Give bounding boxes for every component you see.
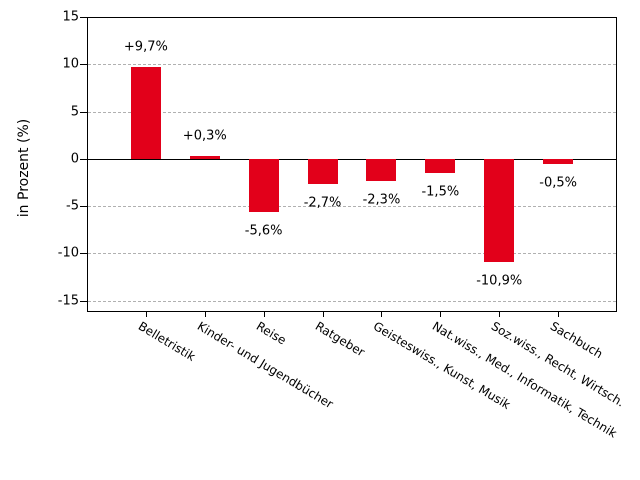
- x-axis-tick: [264, 312, 265, 317]
- y-axis-tick: [80, 159, 87, 160]
- y-axis-tick: [80, 253, 87, 254]
- bar: [130, 67, 161, 159]
- bar: [189, 155, 220, 159]
- x-tick-label: Ratgeber: [312, 319, 367, 360]
- y-axis-tick: [80, 64, 87, 65]
- gridline: [88, 64, 616, 66]
- bar-value-label: -10,9%: [476, 273, 523, 289]
- gridline: [88, 300, 616, 302]
- plot-area: [87, 17, 617, 312]
- bar: [248, 158, 279, 212]
- x-axis-tick: [205, 312, 206, 317]
- bar-value-label: -5,6%: [244, 223, 283, 239]
- bar-value-label: -2,7%: [303, 195, 342, 211]
- y-axis-tick: [80, 112, 87, 113]
- y-tick-label: -5: [66, 198, 79, 214]
- y-tick-label: -15: [57, 293, 79, 309]
- y-tick-label: 5: [70, 104, 79, 120]
- x-tick-label: Reise: [253, 319, 289, 348]
- y-tick-label: 0: [70, 151, 79, 167]
- gridline: [88, 206, 616, 208]
- y-tick-label: 15: [62, 9, 79, 25]
- y-axis-tick: [80, 301, 87, 302]
- bar: [484, 158, 515, 262]
- zero-line: [87, 159, 617, 160]
- gridline: [88, 111, 616, 113]
- bar: [307, 158, 338, 185]
- x-axis-tick: [558, 312, 559, 317]
- bar-value-label: +0,3%: [182, 128, 227, 144]
- gridline: [88, 253, 616, 255]
- bar: [425, 158, 456, 173]
- x-axis-tick: [499, 312, 500, 317]
- x-axis-tick: [440, 312, 441, 317]
- x-axis-tick: [146, 312, 147, 317]
- x-axis-tick: [323, 312, 324, 317]
- x-axis-tick: [381, 312, 382, 317]
- x-tick-label: Belletristik: [135, 319, 198, 364]
- y-tick-label: 10: [62, 56, 79, 72]
- bar-value-label: -2,3%: [362, 192, 401, 208]
- y-tick-label: -10: [57, 245, 79, 261]
- bar: [543, 158, 574, 164]
- bar: [366, 158, 397, 181]
- bar-value-label: +9,7%: [123, 39, 168, 55]
- bar-value-label: -1,5%: [421, 184, 460, 200]
- y-axis-title: in Prozent (%): [16, 118, 32, 218]
- bar-value-label: -0,5%: [539, 175, 577, 191]
- y-axis-tick: [80, 17, 87, 18]
- y-axis-tick: [80, 206, 87, 207]
